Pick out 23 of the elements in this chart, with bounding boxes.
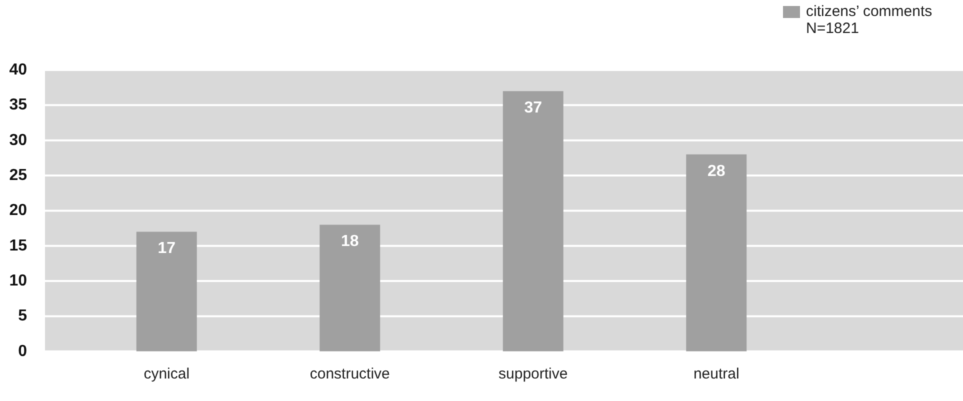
legend-label: citizens’ comments <box>806 3 932 20</box>
y-tick-label: 25 <box>9 166 28 184</box>
x-tick-label: supportive <box>498 366 568 383</box>
data-label: 18 <box>340 233 359 250</box>
y-tick-label: 10 <box>9 272 28 290</box>
bar <box>320 224 380 352</box>
y-tick-label: 30 <box>9 132 28 149</box>
bar <box>686 154 747 352</box>
bar <box>502 91 564 352</box>
text: N=1821 <box>805 20 860 37</box>
data-label: 28 <box>707 162 726 180</box>
data-label: 37 <box>524 100 542 117</box>
y-tick-label: 35 <box>9 96 28 114</box>
y-tick-label: 40 <box>9 61 28 78</box>
y-tick-label: 5 <box>18 308 28 325</box>
x-tick-label: cynical <box>144 366 190 383</box>
data-label: 17 <box>158 240 176 258</box>
y-tick-label: 15 <box>9 237 28 254</box>
bar <box>136 232 197 352</box>
x-tick-label: neutral <box>693 366 740 383</box>
y-tick-label: 20 <box>9 202 28 220</box>
y-tick-label: 0 <box>18 342 28 360</box>
x-tick-label: constructive <box>310 366 390 383</box>
